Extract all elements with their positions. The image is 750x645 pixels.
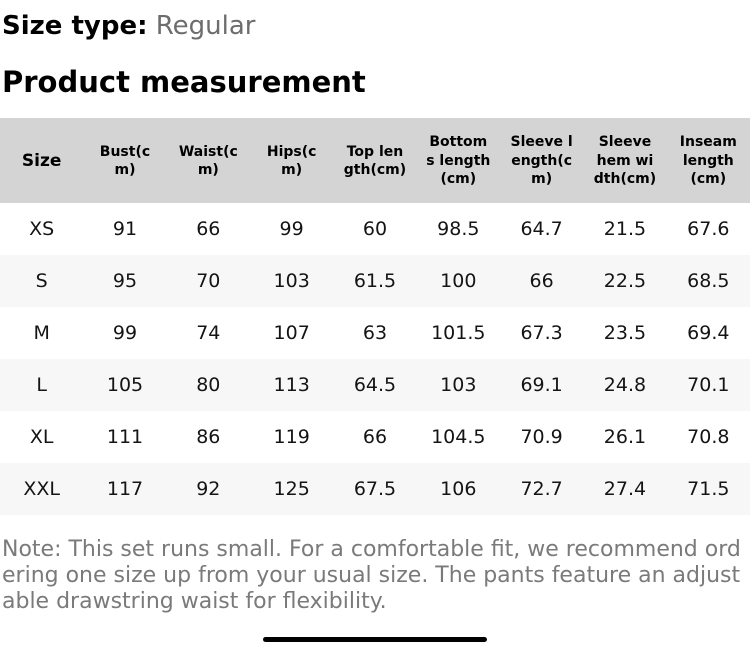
measurement-cell: 69.1 — [520, 374, 563, 397]
measurement-cell: 67.5 — [353, 478, 397, 501]
column-header: Hips(cm) — [249, 118, 334, 204]
measurement-cell: 69.4 — [687, 322, 730, 345]
measurement-cell: 64.7 — [520, 218, 563, 241]
measurement-table: Size Bust(cm) Waist(cm) Hips(cm) Top length(… — [0, 118, 750, 516]
measurement-cell: 119 — [273, 426, 310, 449]
measurement-cell: 63 — [362, 322, 388, 345]
note-text: Note: This set runs small. For a comfort… — [2, 537, 741, 615]
table-header: Size Bust(cm) Waist(cm) Hips(cm) Top length(… — [0, 118, 750, 204]
measurement-cell: 95 — [112, 270, 138, 293]
measurement-cell: 66 — [196, 218, 221, 241]
measurement-cell: 71.5 — [687, 478, 730, 501]
size-cell: L — [36, 374, 47, 397]
measurement-cell: 66 — [529, 270, 554, 293]
measurement-cell: 99 — [279, 218, 304, 241]
table-row: XS 91 66 99 60 98.5 64.7 21.5 67.6 — [0, 203, 750, 255]
size-cell: S — [35, 270, 48, 293]
measurement-cell: 74 — [196, 322, 221, 345]
measurement-cell: 103 — [440, 374, 477, 397]
size-cell: M — [33, 322, 50, 345]
home-indicator-bar — [263, 637, 487, 642]
table-body: XS 91 66 99 60 98.5 64.7 21.5 67.6 S 95 70 103 61.5 10… — [0, 203, 750, 516]
table-row: L 105 80 113 64.5 103 69.1 24.8 70.1 — [0, 359, 750, 412]
measurement-cell: 26.1 — [603, 426, 647, 449]
measurement-cell: 80 — [196, 374, 221, 397]
size-type-line: Size type: Regular — [0, 11, 750, 42]
measurement-cell: 27.4 — [603, 478, 647, 501]
table-row: XXL 117 92 125 67.5 106 72.7 27.4 71.5 — [0, 463, 750, 516]
measurement-cell: 23.5 — [603, 322, 647, 345]
measurement-cell: 99 — [112, 322, 138, 345]
measurement-cell: 125 — [273, 478, 310, 501]
measurement-cell: 64.5 — [353, 374, 397, 397]
measurement-cell: 70.8 — [687, 426, 730, 449]
measurement-cell: 117 — [106, 478, 144, 501]
product-measurement-title: Product measurement — [2, 65, 366, 100]
measurement-cell: 67.3 — [520, 322, 563, 345]
measurement-cell: 67.6 — [687, 218, 730, 241]
column-header: Inseam length(cm) — [666, 118, 750, 204]
measurement-cell: 92 — [196, 478, 221, 501]
size-cell: XL — [29, 426, 54, 449]
table-row: M 99 74 107 63 101.5 67.3 23.5 69.4 — [0, 307, 750, 359]
measurement-cell: 70 — [196, 270, 221, 293]
measurement-cell: 106 — [440, 478, 477, 501]
measurement-cell: 103 — [273, 270, 310, 293]
measurement-cell: 60 — [362, 218, 388, 241]
measurement-cell: 66 — [362, 426, 388, 449]
measurement-cell: 86 — [196, 426, 221, 449]
measurement-cell: 22.5 — [603, 270, 647, 293]
measurement-cell: 24.8 — [603, 374, 647, 397]
measurement-cell: 105 — [106, 374, 144, 397]
column-header: Sleeve hem width(cm) — [583, 118, 667, 204]
measurement-cell: 107 — [273, 322, 310, 345]
measurement-cell: 61.5 — [353, 270, 397, 293]
size-type-value: Regular — [155, 11, 256, 41]
column-header: Bottoms length(cm) — [416, 118, 500, 204]
table-row: XL 111 86 119 66 104.5 70.9 26.1 70.8 — [0, 411, 750, 463]
size-cell: XXL — [23, 478, 60, 501]
measurement-cell: 21.5 — [603, 218, 647, 241]
measurement-cell: 72.7 — [520, 478, 563, 501]
measurement-cell: 70.1 — [687, 374, 730, 397]
size-type-label: Size type: — [2, 11, 148, 41]
measurement-cell: 70.9 — [520, 426, 563, 449]
column-header: Waist(cm) — [166, 118, 250, 204]
measurement-cell: 91 — [112, 218, 138, 241]
measurement-cell: 100 — [440, 270, 477, 293]
measurement-cell: 98.5 — [437, 218, 480, 241]
size-cell: XS — [29, 218, 55, 241]
measurement-cell: 113 — [273, 374, 310, 397]
measurement-cell: 101.5 — [431, 322, 486, 345]
table-row: S 95 70 103 61.5 100 66 22.5 68.5 — [0, 255, 750, 308]
measurement-cell: 111 — [106, 426, 144, 449]
size-chart-page: Size type: Regular Product measurement S… — [0, 11, 750, 642]
header-row: Size Bust(cm) Waist(cm) Hips(cm) Top length(… — [0, 118, 750, 204]
measurement-cell: 68.5 — [687, 270, 730, 293]
column-header: Top length(cm) — [333, 118, 417, 204]
measurement-cell: 104.5 — [431, 426, 486, 449]
column-header: Bust(cm) — [83, 118, 167, 204]
column-header: Sleeve length(cm) — [499, 118, 584, 204]
column-header: Size — [0, 118, 84, 204]
